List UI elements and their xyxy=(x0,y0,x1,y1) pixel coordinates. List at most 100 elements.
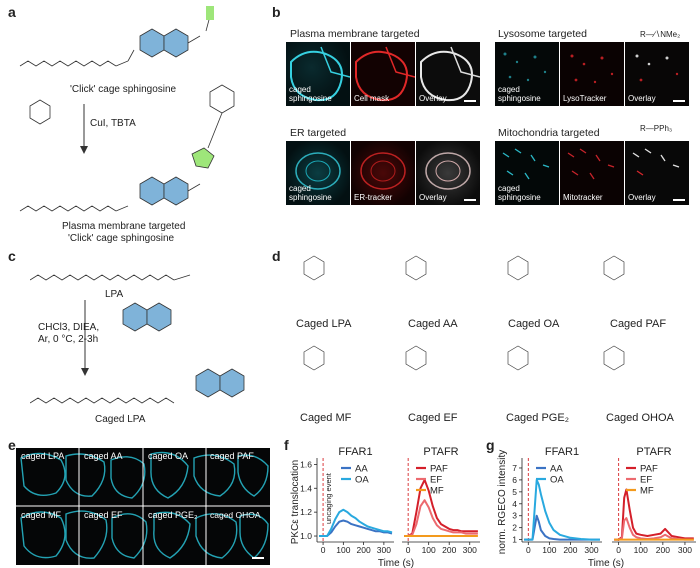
tile-plasma-overlay: Overlay xyxy=(416,42,480,106)
series-line-oa xyxy=(524,478,600,541)
mito-tag-structure: R—PPh₃ xyxy=(640,124,673,133)
lyso-tag-structure: R—∕∖NMe₂ xyxy=(640,30,681,39)
panel-a-bottom-caption-2: 'Click' cage sphingosine xyxy=(68,233,175,244)
y-tick-label: 1.4 xyxy=(300,483,312,493)
tile-caption: LysoTracker xyxy=(563,94,607,103)
coumarin-ring-1-top xyxy=(139,28,165,58)
panel-label-f: f xyxy=(284,437,289,453)
panel-a-top-caption: 'Click' cage sphingosine xyxy=(70,84,177,95)
reaction-arrowhead-c xyxy=(81,368,89,376)
tile-mito-overlay: Overlay xyxy=(625,141,689,205)
cell-outline xyxy=(111,513,148,559)
series-line-paf xyxy=(614,488,694,541)
scale-bar xyxy=(464,199,476,201)
lpa-phosphate xyxy=(173,274,191,281)
cell-outline xyxy=(20,452,66,496)
reagent-coumarin-1 xyxy=(122,302,148,332)
group-title-plasma: Plasma membrane targeted xyxy=(290,28,420,40)
y-axis-label: PKCε translocation xyxy=(290,460,301,545)
y-tick-label: 1.0 xyxy=(300,531,312,541)
tile-caption: Overlay xyxy=(628,193,656,202)
mol-name-oa: Caged OA xyxy=(508,318,560,330)
grid-label-ef: caged EF xyxy=(84,510,123,520)
y-tick-label: 2 xyxy=(512,523,517,533)
tile-mito-tracker: Mitotracker xyxy=(560,141,624,205)
tile-caption: caged sphingosine xyxy=(289,184,332,202)
x-tick-label: 100 xyxy=(422,545,436,555)
coumarin-ring-2-top xyxy=(163,28,189,58)
struct-pge2 xyxy=(507,345,529,371)
tile-caption: Cell mask xyxy=(354,94,390,103)
grid-label-aa: caged AA xyxy=(84,451,123,461)
legend-label: OA xyxy=(355,475,369,486)
x-tick-label: 100 xyxy=(542,545,556,555)
tile-lyso-tracker: LysoTracker xyxy=(560,42,624,106)
alkyne-highlight xyxy=(206,6,214,20)
tile-caption: ER-tracker xyxy=(354,193,393,202)
mol-name-ohoa: Caged OHOA xyxy=(606,412,674,424)
amine-bond-bottom xyxy=(187,183,201,192)
panel-label-d: d xyxy=(272,248,281,264)
y-tick-label: 3 xyxy=(512,511,517,521)
struct-paf xyxy=(603,255,625,281)
subplot-title: PTAFR xyxy=(636,446,671,458)
mol-name-paf: Caged PAF xyxy=(610,318,667,330)
tile-caption: caged sphingosine xyxy=(289,85,332,103)
panel-c-schematic xyxy=(30,274,245,404)
panel-a-bottom-caption-1: Plasma membrane targeted xyxy=(62,221,186,232)
group-title-lysosome: Lysosome targeted xyxy=(498,28,587,40)
x-tick-label: 300 xyxy=(463,545,477,555)
panel-label-e: e xyxy=(8,437,16,453)
struct-oa xyxy=(507,255,529,281)
alkyl-chain-top xyxy=(19,60,117,67)
triazole-ring xyxy=(191,147,215,169)
x-tick-label: 300 xyxy=(584,545,598,555)
mol-name-pge2: Caged PGE₂ xyxy=(506,412,569,424)
tile-caption: caged sphingosine xyxy=(498,184,541,202)
x-tick-label: 300 xyxy=(377,545,391,555)
caged-lpa-coumarin-1 xyxy=(195,368,221,398)
x-tick-label: 300 xyxy=(678,545,692,555)
y-tick-label: 1.6 xyxy=(300,459,312,469)
x-tick-label: 0 xyxy=(321,545,326,555)
series-line-ef xyxy=(614,517,694,541)
grid-label-ohoa: caged OHOA xyxy=(210,510,261,520)
tile-caption: Mitotracker xyxy=(563,193,603,202)
subplot-title: FFAR1 xyxy=(338,446,372,458)
group-title-mito: Mitochondria targeted xyxy=(498,127,600,139)
chart-f: PKCε translocation 1.0 1.2 1.4 1.6 FFAR1 0 100 2… xyxy=(290,446,480,568)
legend-label: EF xyxy=(430,475,442,486)
linker-bond xyxy=(207,112,223,149)
x-tick-label: 0 xyxy=(526,545,531,555)
series-line-aa xyxy=(319,519,393,537)
cell-outline xyxy=(65,510,108,559)
panel-label-g: g xyxy=(486,437,495,453)
coumarin-ring-2-bottom xyxy=(163,176,189,206)
legend-label: OA xyxy=(550,475,564,486)
legend-label: PAF xyxy=(640,464,658,475)
series-line-oa xyxy=(319,508,393,537)
struct-mf xyxy=(303,345,325,371)
x-tick-label: 200 xyxy=(442,545,456,555)
cell-outline xyxy=(110,456,146,499)
x-tick-label: 100 xyxy=(336,545,350,555)
panel-e-image-grid: caged LPA caged AA caged OA caged PAF ca… xyxy=(16,448,270,565)
cell-outline xyxy=(193,454,236,497)
scale-bar xyxy=(464,100,476,102)
cell-outline xyxy=(195,513,238,559)
tile-er-caged: caged sphingosine xyxy=(286,141,350,205)
mol-name-ef: Caged EF xyxy=(408,412,458,424)
group-title-er: ER targeted xyxy=(290,127,347,139)
tile-plasma-caged: caged sphingosine xyxy=(286,42,350,106)
tile-plasma-cellmask: Cell mask xyxy=(351,42,415,106)
struct-aa xyxy=(405,255,427,281)
tile-caption: caged sphingosine xyxy=(498,85,541,103)
series-line-paf xyxy=(404,478,478,537)
panel-c-reagents-1: CHCl3, DIEA, xyxy=(38,322,100,333)
reagent-coumarin-2 xyxy=(146,302,172,332)
grid-label-lpa: caged LPA xyxy=(21,451,65,461)
uncaging-annotation: uncaging event xyxy=(324,472,333,524)
subplot-title: PTAFR xyxy=(423,446,458,458)
sulfonyl-aryl-ring-bottom xyxy=(209,84,235,114)
panel-c-reagents-2: Ar, 0 °C, 2-3h xyxy=(38,334,99,345)
